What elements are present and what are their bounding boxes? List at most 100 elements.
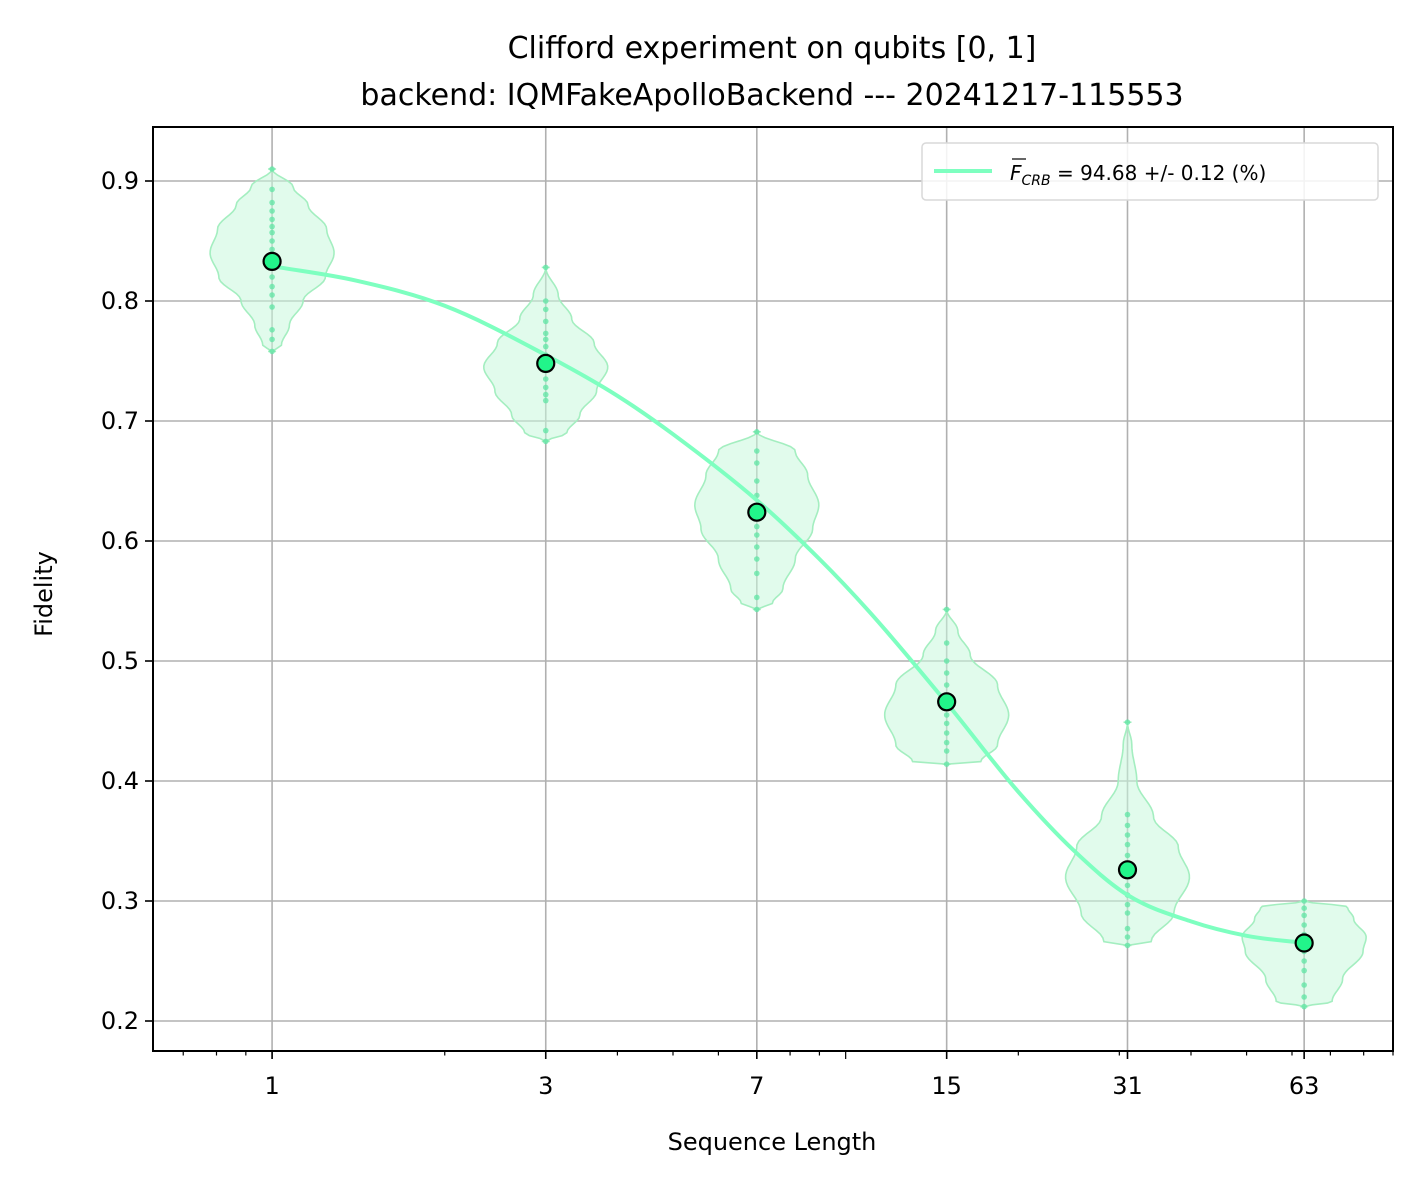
sample-point	[269, 327, 275, 333]
sample-point	[943, 761, 950, 767]
sample-point	[1301, 905, 1307, 911]
sample-point	[754, 544, 760, 550]
legend: FCRB = 94.68 +/- 0.12 (%)	[921, 142, 1379, 201]
sample-point	[542, 343, 549, 350]
y-tick-label: 0.3	[101, 887, 139, 915]
sample-point	[269, 229, 275, 236]
y-tick-label: 0.9	[101, 167, 139, 195]
sample-point	[269, 274, 275, 280]
sample-point	[1124, 841, 1131, 848]
chart-title: Clifford experiment on qubits [0, 1]	[508, 31, 1037, 66]
fit-curve-group	[271, 264, 1305, 945]
sample-point	[754, 570, 760, 577]
mean-markers	[262, 251, 1314, 953]
sample-point	[269, 208, 275, 214]
sample-point	[542, 397, 549, 404]
mean-point	[937, 692, 957, 712]
legend-subscript: CRB	[1022, 173, 1051, 189]
legend-box	[921, 142, 1379, 201]
x-tick-label: 1	[264, 1072, 279, 1100]
sample-point	[1124, 934, 1131, 940]
y-tick-label: 0.7	[101, 407, 139, 435]
sample-point	[542, 391, 549, 398]
sample-point	[269, 216, 275, 223]
sample-point	[1301, 958, 1307, 964]
sample-point	[943, 670, 950, 676]
sample-point	[269, 199, 275, 206]
x-tick-label: 63	[1289, 1072, 1320, 1100]
y-tick-label: 0.6	[101, 527, 139, 555]
mean-point	[262, 251, 282, 271]
x-axis: 1 3 7 15 31 63	[182, 1051, 1394, 1100]
sample-point	[1124, 925, 1131, 932]
legend-label: FCRB = 94.68 +/- 0.12 (%)	[1010, 161, 1266, 189]
sample-point	[754, 532, 760, 538]
sample-point	[542, 438, 549, 445]
sample-point	[1124, 942, 1131, 949]
sample-point	[1124, 901, 1131, 908]
legend-symbol: F	[1010, 161, 1022, 185]
sample-point	[943, 658, 950, 664]
sample-point	[1301, 1003, 1307, 1010]
x-tick-label: 15	[931, 1072, 962, 1100]
sample-point	[269, 186, 275, 193]
sample-point	[269, 246, 275, 253]
sample-point	[943, 712, 950, 718]
sample-point	[542, 384, 549, 391]
sample-point	[943, 739, 950, 746]
x-axis-label: Sequence Length	[668, 1128, 877, 1156]
sample-point	[269, 348, 275, 355]
sample-point	[943, 748, 950, 754]
sample-point	[754, 460, 760, 466]
sample-point	[269, 292, 275, 298]
sample-point	[1301, 967, 1307, 974]
y-tick-label: 0.8	[101, 287, 139, 315]
mean-point	[536, 353, 556, 373]
sample-point	[754, 556, 760, 562]
sample-point	[269, 238, 275, 244]
x-tick-label: 31	[1112, 1072, 1143, 1100]
sample-point	[943, 640, 950, 646]
sample-point	[542, 330, 549, 337]
y-tick-label: 0.2	[101, 1007, 139, 1035]
sample-point	[1301, 982, 1307, 988]
y-tick-label: 0.5	[101, 647, 139, 675]
sample-point	[542, 264, 549, 271]
y-axis-label: Fidelity	[30, 551, 58, 637]
sample-point	[943, 730, 950, 736]
sample-point	[1301, 994, 1307, 1000]
sample-point	[1124, 811, 1131, 818]
x-tick-label: 3	[538, 1072, 553, 1100]
sample-point	[1124, 910, 1131, 916]
sample-point	[542, 298, 549, 304]
sample-point	[1124, 832, 1131, 838]
sample-point	[1301, 922, 1307, 928]
chart-subtitle: backend: IQMFakeApolloBackend --- 202412…	[360, 78, 1183, 113]
sample-point	[1124, 882, 1131, 889]
sample-point	[542, 318, 549, 325]
mean-point	[1294, 933, 1314, 953]
sample-point	[1124, 852, 1131, 859]
sample-point	[269, 223, 275, 230]
fit-curve	[271, 264, 1305, 945]
sample-point	[542, 306, 549, 313]
y-tick-label: 0.4	[101, 767, 139, 795]
sample-point	[943, 682, 950, 688]
sample-point	[1124, 719, 1131, 725]
sample-point	[754, 429, 760, 435]
sample-point	[542, 427, 549, 434]
y-axis: 0.2 0.3 0.4 0.5 0.6 0.7 0.8 0.9	[101, 167, 153, 1035]
sample-point	[1124, 822, 1131, 829]
mean-point	[1117, 860, 1138, 880]
x-tick-label: 7	[749, 1072, 764, 1100]
legend-value: = 94.68 +/- 0.12 (%)	[1051, 161, 1267, 185]
sample-point	[269, 336, 275, 343]
sample-point	[542, 376, 549, 382]
sample-point	[754, 606, 760, 613]
sample-point	[943, 720, 950, 727]
sample-point	[269, 166, 275, 172]
mean-point	[747, 502, 767, 522]
sample-point	[943, 606, 950, 613]
sample-point	[269, 283, 275, 290]
